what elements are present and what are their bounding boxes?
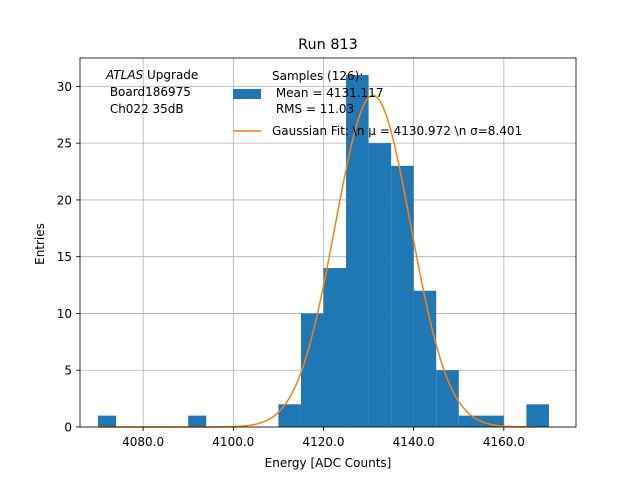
x-tick-label: 4140.0 [393, 435, 435, 449]
histogram-bar [300, 313, 324, 427]
legend: Samples (126): Mean = 4131.117 RMS = 11.… [233, 69, 522, 138]
y-axis-label: Entries [33, 223, 47, 265]
annotation-upgrade: Upgrade [143, 68, 198, 82]
annotation-line-3: Ch022 35dB [106, 102, 184, 116]
histogram-bar [188, 415, 207, 427]
y-tick-label: 0 [64, 421, 72, 435]
y-tick-label: 30 [57, 80, 72, 94]
annotation-atlas: ATLAS [105, 68, 144, 82]
histogram-bar [368, 143, 392, 427]
y-tick-label: 20 [57, 193, 72, 207]
y-tick-label: 15 [57, 250, 72, 264]
annotation-line-1: ATLAS Upgrade [105, 68, 198, 82]
histogram-bar [323, 268, 347, 427]
plot-frame [79, 57, 577, 428]
x-tick-label: 4080.0 [122, 435, 164, 449]
y-tick-label: 5 [64, 364, 72, 378]
histogram-bar [458, 415, 482, 427]
histogram-bar [391, 165, 414, 427]
chart-title: Run 813 [298, 37, 358, 53]
histogram-bars [98, 75, 549, 428]
x-tick-label: 4120.0 [302, 435, 344, 449]
legend-hist-swatch [233, 89, 261, 99]
legend-hist-label-line-3: RMS = 11.03 [272, 102, 354, 116]
legend-hist-label-line-1: Samples (126): [272, 69, 363, 83]
histogram-bar [98, 415, 117, 427]
x-axis-label: Energy [ADC Counts] [265, 456, 392, 470]
histogram-bar [436, 370, 459, 427]
grid [80, 58, 576, 428]
x-tick-label: 4160.0 [483, 435, 525, 449]
legend-fit-label: Gaussian Fit: \n μ = 4130.972 \n σ=8.401 [272, 124, 522, 138]
histogram-bar [413, 290, 437, 427]
y-tick-label: 25 [57, 137, 72, 151]
histogram-bar [346, 75, 369, 428]
annotation-line-2: Board186975 [106, 85, 191, 99]
histogram-bar [526, 404, 549, 427]
histogram-bar [278, 404, 301, 427]
annotation-text: ATLAS Upgrade Board186975 Ch022 35dB [105, 68, 198, 116]
axis-ticks: 4080.0 4100.0 4120.0 4140.0 4160.0 0 5 10 15 20 25… [57, 80, 525, 449]
histogram-bar [481, 415, 504, 427]
x-tick-label: 4100.0 [212, 435, 254, 449]
legend-hist-label-line-2: Mean = 4131.117 [272, 86, 383, 100]
y-tick-label: 10 [57, 307, 72, 321]
